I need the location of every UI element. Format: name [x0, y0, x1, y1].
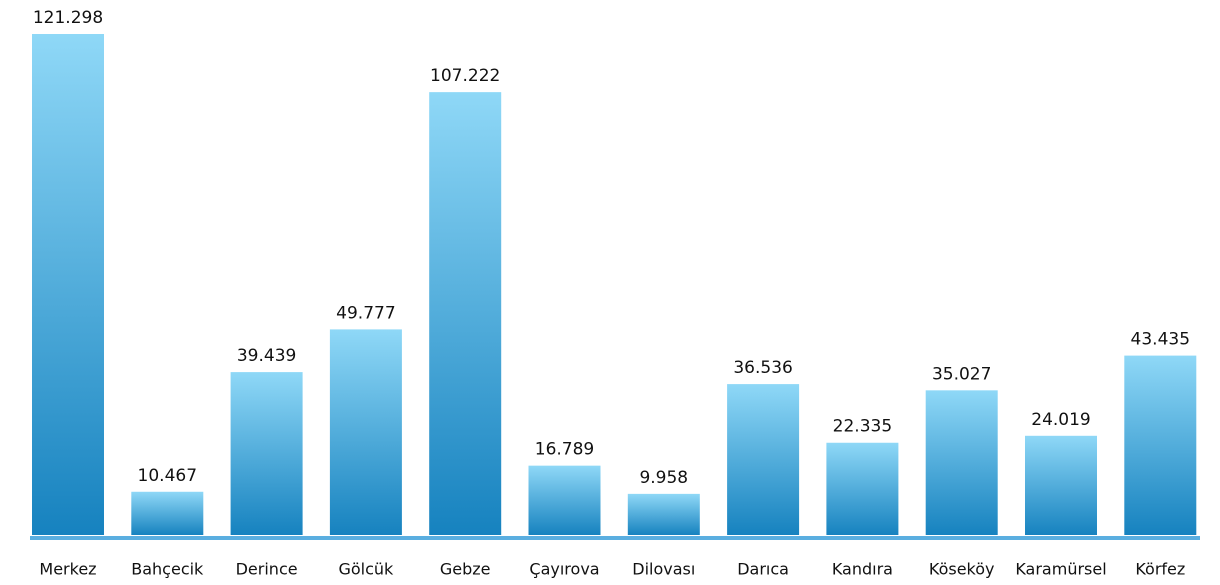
- value-label: 36.536: [733, 358, 792, 378]
- value-label: 24.019: [1031, 410, 1090, 430]
- bar: [32, 34, 104, 535]
- x-tick-label: Derince: [236, 560, 298, 579]
- x-tick-label: Bahçecik: [131, 560, 204, 579]
- bar: [1124, 355, 1197, 535]
- bar: [131, 491, 204, 535]
- value-label: 35.027: [932, 364, 991, 384]
- value-label: 10.467: [138, 466, 197, 486]
- x-tick-label: Köseköy: [929, 560, 995, 579]
- value-label: 16.789: [535, 440, 594, 460]
- bar: [727, 384, 800, 535]
- bar: [826, 442, 899, 535]
- x-tick-label: Kandıra: [832, 560, 893, 579]
- value-label: 121.298: [33, 8, 103, 28]
- x-tick-label: Dilovası: [632, 560, 695, 579]
- x-tick-label: Merkez: [39, 560, 96, 579]
- value-label: 39.439: [237, 346, 296, 366]
- x-tick-label: Çayırova: [529, 560, 599, 579]
- bar: [230, 372, 303, 535]
- x-tick-label: Darıca: [737, 560, 789, 579]
- x-tick-label: Körfez: [1135, 560, 1185, 579]
- value-label: 49.777: [336, 303, 395, 323]
- value-label: 43.435: [1131, 330, 1190, 350]
- bar: [1025, 435, 1097, 535]
- bar: [925, 390, 998, 535]
- x-tick-label: Gebze: [440, 560, 491, 579]
- baseline: [30, 536, 1200, 540]
- bar: [329, 329, 402, 535]
- value-label: 9.958: [639, 468, 688, 488]
- value-label: 107.222: [430, 66, 500, 86]
- bar: [429, 92, 502, 536]
- x-tick-label: Karamürsel: [1015, 560, 1106, 579]
- bar: [528, 465, 601, 535]
- bar: [627, 493, 700, 535]
- value-label: 22.335: [833, 417, 892, 437]
- x-tick-label: Gölcük: [338, 560, 394, 579]
